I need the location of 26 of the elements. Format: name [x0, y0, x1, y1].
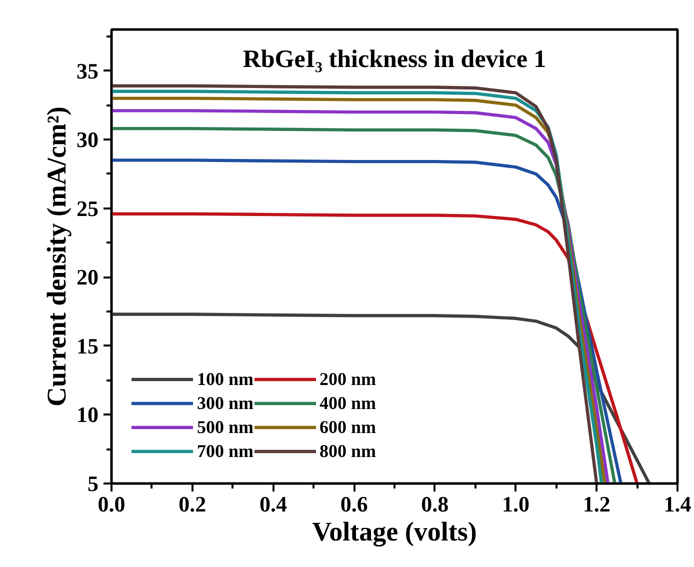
legend-label: 300 nm [197, 392, 254, 414]
legend-label: 600 nm [320, 416, 376, 438]
y-tick-label: 25 [76, 196, 98, 221]
x-tick-label: 0.2 [178, 492, 206, 516]
y-tick-label: 15 [76, 333, 98, 358]
legend-label: 200 nm [320, 368, 376, 390]
text: RbGeI₃ thickness in device 1 [242, 46, 546, 73]
y-tick-label: 30 [76, 127, 98, 152]
legend-label: 100 nm [197, 368, 254, 390]
x-tick-label: 0.0 [98, 492, 126, 516]
x-tick-label: 1.0 [502, 492, 530, 516]
legend-label: 800 nm [320, 440, 376, 462]
y-tick-label: 20 [76, 264, 98, 290]
y-axis-title: Current density (mA/cm²) [42, 106, 72, 407]
x-tick-label: 1.4 [664, 492, 692, 516]
y-tick-label: 35 [76, 58, 98, 84]
legend-label: 700 nm [197, 440, 254, 462]
x-tick-label: 0.8 [421, 492, 449, 516]
legend-label: 500 nm [197, 416, 254, 438]
x-tick-label: 0.6 [340, 492, 368, 516]
legend-label: 400 nm [320, 392, 376, 414]
y-tick-label: 10 [76, 402, 98, 428]
x-tick-label: 0.4 [259, 492, 287, 516]
y-tick-label: 5 [88, 471, 98, 496]
x-axis-title: Voltage (volts) [312, 516, 477, 546]
x-tick-label: 1.2 [582, 492, 610, 516]
